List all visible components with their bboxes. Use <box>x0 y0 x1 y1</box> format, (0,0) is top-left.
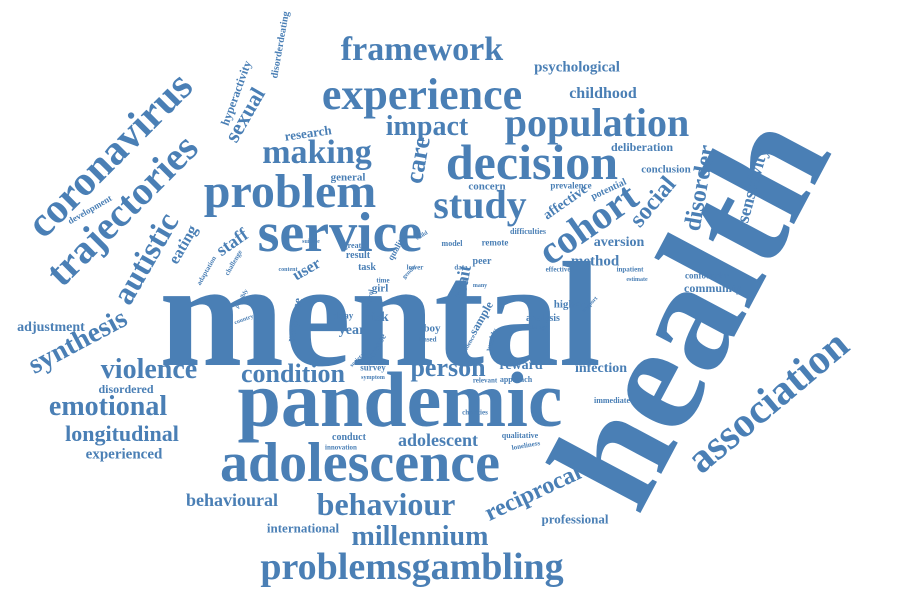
word-data: data <box>454 263 468 272</box>
word-difficulties: difficulties <box>510 227 546 236</box>
word-method: method <box>570 253 620 270</box>
word-care: care <box>399 134 436 186</box>
word-survey: survey <box>360 362 386 373</box>
word-risk: risk <box>365 310 389 325</box>
word-symptom: symptom <box>361 375 385 381</box>
word-peer: peer <box>472 256 492 267</box>
word-violence: violence <box>100 354 198 385</box>
word-conduct: conduct <box>332 432 366 443</box>
word-conclusion: conclusion <box>641 163 691 176</box>
word-approach: approach <box>499 375 533 384</box>
word-adolescent: adolescent <box>398 430 478 450</box>
word-deliberation: deliberation <box>611 140 673 154</box>
word-model: model <box>441 239 463 248</box>
word-disordered: disordered <box>98 382 154 396</box>
word-professional: professional <box>541 511 609 527</box>
word-result: result <box>345 250 371 261</box>
word-delay: delay <box>332 310 354 321</box>
word-estimate: estimate <box>626 277 648 283</box>
word-many: many <box>472 283 488 289</box>
word-greater: greater <box>343 241 369 250</box>
word-concern: concern <box>468 180 506 193</box>
word-suicide: suicide <box>302 239 320 245</box>
word-making: making <box>262 134 372 171</box>
word-community: community <box>684 281 742 295</box>
word-childhood: childhood <box>569 85 637 102</box>
word-longitudinal: longitudinal <box>65 421 179 446</box>
word-pandemic: pandemic <box>237 356 563 443</box>
word-based: based <box>419 335 437 344</box>
word-infection: infection <box>574 361 628 376</box>
word-prevalence: prevalence <box>550 180 592 191</box>
word-service: service <box>257 202 423 264</box>
word-aversion: aversion <box>593 235 645 250</box>
word-study: study <box>433 182 527 227</box>
word-adjustment: adjustment <box>17 320 85 335</box>
word-general: general <box>330 171 366 184</box>
word-experience: experience <box>321 70 523 119</box>
word-remote: remote <box>481 237 509 248</box>
word-psychological: psychological <box>534 59 620 76</box>
word-lower: lower <box>406 263 424 272</box>
word-decision: decision <box>445 134 619 190</box>
word-relevant: relevant <box>472 376 498 385</box>
word-problem: problem <box>203 165 377 218</box>
word-time: time <box>376 276 390 285</box>
word-framework: framework <box>340 31 504 68</box>
word-inpatient: inpatient <box>616 265 644 274</box>
word-effective: effective <box>545 265 571 274</box>
word-emotional: emotional <box>48 391 168 422</box>
word-impact: impact <box>385 111 469 142</box>
word-content: content <box>278 267 298 273</box>
word-problemsgambling: problemsgambling <box>260 546 564 588</box>
word-girl: girl <box>371 282 389 295</box>
word-population: population <box>504 100 690 145</box>
word-reward: reward <box>499 358 543 373</box>
word-innovation: innovation <box>325 443 357 452</box>
word-person: person <box>410 353 486 382</box>
word-task: task <box>358 262 376 273</box>
word-boy: boy <box>423 322 441 335</box>
word-mental: mental <box>159 232 601 398</box>
word-confounder: confounder <box>684 270 730 281</box>
word-millennium: millennium <box>351 521 489 552</box>
word-adolescence: adolescence <box>220 432 500 494</box>
word-international: international <box>266 520 340 536</box>
word-disorderdeating: disorderdeating <box>269 10 292 80</box>
word-analysis: analysis <box>526 313 560 324</box>
word-charities: charities <box>462 408 488 417</box>
word-year: year <box>338 323 366 338</box>
word-condition: condition <box>240 359 346 388</box>
word-higher: higher <box>553 298 585 311</box>
word-qualitative: qualitative <box>501 431 539 440</box>
word-immediate: immediate <box>594 396 630 405</box>
word-change: change <box>529 325 547 331</box>
word-behavioural: behavioural <box>185 490 279 510</box>
word-experienced: experienced <box>85 446 163 463</box>
word-behaviour: behaviour <box>316 486 456 522</box>
